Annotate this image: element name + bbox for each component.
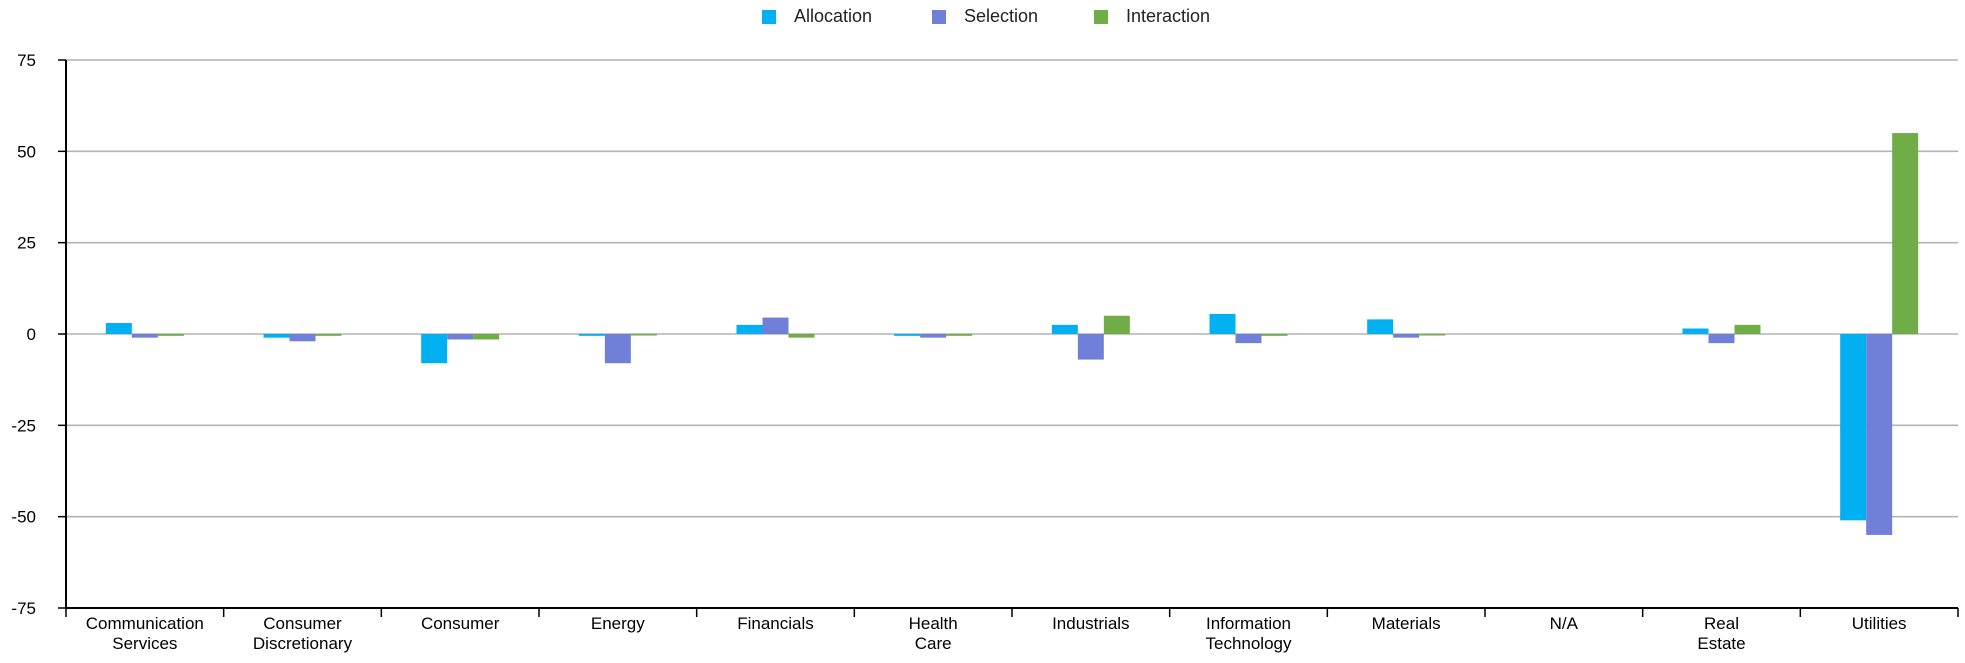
legend-swatch-interaction: [1094, 10, 1108, 24]
bar-selection-consumer-discretionary: [289, 334, 316, 342]
legend-swatch-selection: [932, 10, 946, 24]
bar-allocation-energy: [578, 334, 605, 336]
bar-interaction-energy: [630, 334, 657, 336]
bar-interaction-consumer: [473, 334, 500, 340]
bar-interaction-industrials: [1103, 315, 1130, 334]
legend-label-selection: Selection: [964, 6, 1038, 26]
bar-selection-energy: [604, 334, 631, 364]
bar-allocation-consumer-discretionary: [263, 334, 290, 338]
y-tick-label: -50: [11, 508, 36, 527]
x-tick-label: Health Care: [909, 614, 958, 653]
chart-legend: Allocation Selection Interaction: [762, 6, 1210, 26]
bar-interaction-consumer-discretionary: [315, 334, 342, 336]
x-tick-label: Information Technology: [1205, 614, 1292, 653]
legend-swatch-allocation: [762, 10, 776, 24]
bar-allocation-real-estate: [1682, 328, 1709, 334]
bar-selection-materials: [1393, 334, 1420, 338]
bar-allocation-financials: [736, 324, 763, 334]
x-tick-label: Consumer: [421, 614, 500, 633]
x-tick-label: Real Estate: [1697, 614, 1745, 653]
bar-allocation-information-technology: [1209, 313, 1236, 334]
bar-interaction-real-estate: [1734, 324, 1761, 334]
x-axis: Communication Services Consumer Discretiona…: [65, 607, 1959, 653]
x-tick-label: Communication Services: [86, 614, 204, 653]
bar-allocation-utilities: [1840, 334, 1867, 521]
bar-allocation-health-care: [894, 334, 921, 336]
bars: [105, 133, 1919, 535]
bar-interaction-financials: [788, 334, 815, 338]
bar-allocation-communication-services: [105, 323, 132, 334]
bar-selection-consumer: [447, 334, 474, 340]
bar-interaction-information-technology: [1261, 334, 1288, 336]
bar-allocation-materials: [1367, 319, 1394, 334]
x-tick-label: Consumer Discretionary: [253, 614, 353, 653]
bar-selection-health-care: [920, 334, 947, 338]
y-tick-label: 25: [17, 234, 36, 253]
legend-label-allocation: Allocation: [794, 6, 872, 26]
gridlines: [66, 59, 1958, 518]
bar-selection-real-estate: [1708, 334, 1735, 344]
x-tick-label: Financials: [737, 614, 814, 633]
y-tick-label: 75: [17, 51, 36, 70]
x-tick-label: Industrials: [1052, 614, 1129, 633]
x-tick-label: Materials: [1372, 614, 1441, 633]
bar-interaction-communication-services: [157, 334, 184, 336]
bar-selection-financials: [762, 317, 789, 334]
y-axis: 75 50 25 0 -25 -50 -75: [11, 51, 67, 618]
bar-selection-communication-services: [131, 334, 158, 338]
x-tick-label: Energy: [591, 614, 645, 633]
bar-selection-industrials: [1077, 334, 1104, 360]
bar-selection-utilities: [1866, 334, 1893, 535]
bar-allocation-consumer: [421, 334, 448, 364]
bar-interaction-health-care: [946, 334, 973, 336]
bar-interaction-materials: [1419, 334, 1446, 336]
y-tick-label: 50: [17, 142, 36, 161]
bar-interaction-utilities: [1892, 133, 1919, 334]
y-tick-label: -75: [11, 599, 36, 618]
y-tick-label: 0: [27, 325, 36, 344]
bar-allocation-industrials: [1051, 324, 1078, 334]
x-tick-label: Utilities: [1852, 614, 1907, 633]
bar-selection-information-technology: [1235, 334, 1262, 344]
y-tick-label: -25: [11, 416, 36, 435]
legend-label-interaction: Interaction: [1126, 6, 1210, 26]
x-tick-label: N/A: [1550, 614, 1579, 633]
